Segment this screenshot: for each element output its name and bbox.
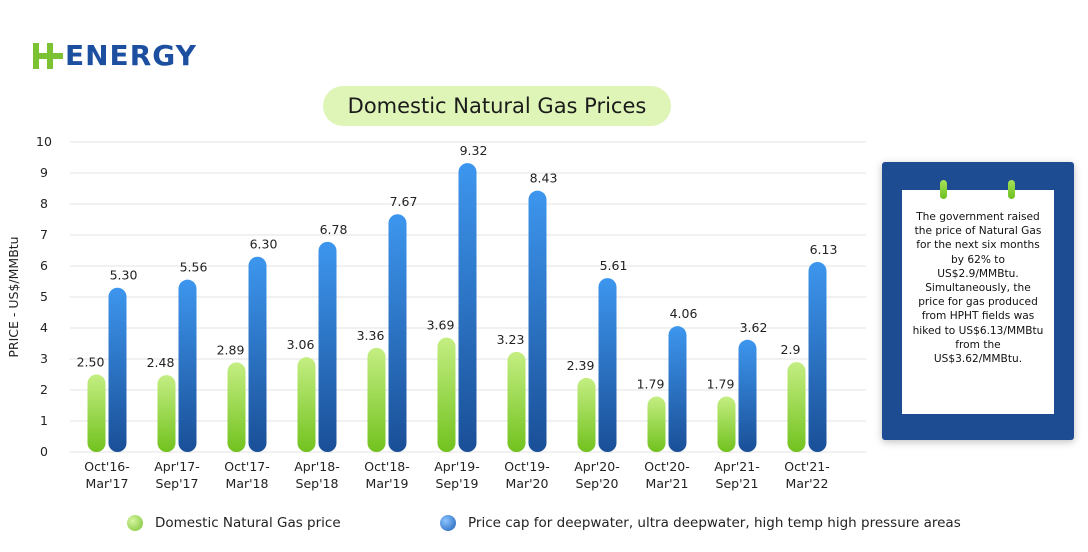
data-label: 1.79 — [637, 377, 665, 392]
data-label: 2.50 — [77, 355, 105, 370]
x-tick-label: Oct'21- — [784, 459, 829, 474]
data-label: 3.06 — [287, 337, 315, 352]
data-label: 6.30 — [250, 237, 278, 252]
y-tick-label: 8 — [40, 196, 48, 211]
y-tick-label: 10 — [36, 134, 52, 149]
y-tick-label: 6 — [40, 258, 48, 273]
data-label: 1.79 — [707, 377, 735, 392]
x-tick-label: Sep'20 — [576, 476, 619, 491]
h-logo-icon — [33, 43, 63, 69]
data-label: 9.32 — [460, 143, 488, 158]
bar-domestic — [437, 337, 456, 452]
bar-price-cap — [458, 163, 477, 452]
logo: ENERGY — [33, 38, 197, 74]
data-labels: 2.50 5.30 2.48 5.56 2.89 6.30 3.06 6.78 3.36 7.67… — [77, 143, 838, 391]
legend-label: Domestic Natural Gas price — [155, 515, 341, 531]
bar-price-cap — [248, 256, 267, 452]
data-label: 3.23 — [497, 332, 525, 347]
y-tick-labels: 0 1 2 3 4 5 6 7 8 9 10 — [36, 134, 52, 459]
y-axis-label: PRICE - US$/MMBtu — [6, 236, 21, 357]
legend-item-price-cap: Price cap for deepwater, ultra deepwater… — [440, 513, 961, 533]
x-tick-label: Oct'18- — [364, 459, 409, 474]
x-tick-label: Mar'22 — [786, 476, 829, 491]
data-label: 3.62 — [740, 320, 768, 335]
x-tick-label: Oct'19- — [504, 459, 549, 474]
x-tick-label: Sep'17 — [156, 476, 199, 491]
data-label: 6.13 — [810, 242, 838, 257]
x-tick-label: Oct'16- — [84, 459, 129, 474]
bar-domestic — [367, 347, 386, 452]
legend-label: Price cap for deepwater, ultra deepwater… — [468, 515, 961, 531]
y-tick-label: 4 — [40, 320, 48, 335]
bar-price-cap — [108, 287, 127, 452]
logo-text: ENERGY — [65, 39, 197, 72]
y-tick-label: 0 — [40, 444, 48, 459]
bar-domestic — [577, 377, 596, 452]
x-tick-label: Apr'17- — [154, 459, 199, 474]
bar-price-cap — [738, 339, 757, 452]
y-tick-label: 3 — [40, 351, 48, 366]
legend-dot-blue-icon — [440, 515, 456, 531]
bar-domestic — [507, 351, 526, 452]
bar-price-cap — [598, 278, 617, 452]
x-tick-label: Apr'20- — [574, 459, 619, 474]
data-label: 5.56 — [180, 260, 208, 275]
legend-item-domestic: Domestic Natural Gas price — [127, 513, 341, 533]
bar-price-cap — [668, 326, 687, 452]
bar-price-cap — [528, 190, 547, 453]
data-label: 2.39 — [567, 358, 595, 373]
data-label: 5.61 — [600, 258, 628, 273]
x-tick-label: Mar'21 — [646, 476, 689, 491]
x-tick-label: Apr'19- — [434, 459, 479, 474]
bar-domestic — [87, 374, 106, 452]
x-tick-label: Mar'17 — [86, 476, 129, 491]
bar-domestic — [157, 375, 176, 452]
y-tick-label: 9 — [40, 165, 48, 180]
data-label: 4.06 — [670, 306, 698, 321]
binder-ring-icon — [940, 180, 947, 199]
x-tick-label: Apr'18- — [294, 459, 339, 474]
data-label: 3.69 — [427, 318, 455, 333]
data-label: 7.67 — [390, 194, 418, 209]
chart-title: Domestic Natural Gas Prices — [347, 94, 647, 118]
bar-domestic — [787, 362, 806, 452]
data-label: 3.36 — [357, 328, 385, 343]
data-label: 2.89 — [217, 342, 245, 357]
y-tick-label: 7 — [40, 227, 48, 242]
note-panel: The government raised the price of Natur… — [882, 162, 1074, 440]
y-tick-label: 1 — [40, 413, 48, 428]
bar-price-cap — [178, 279, 197, 452]
x-tick-label: Oct'17- — [224, 459, 269, 474]
x-tick-label: Oct'20- — [644, 459, 689, 474]
x-tick-label: Mar'18 — [226, 476, 269, 491]
x-tick-label: Sep'19 — [436, 476, 479, 491]
bar-domestic — [647, 396, 666, 452]
data-label: 2.48 — [147, 355, 175, 370]
legend-dot-green-icon — [127, 515, 143, 531]
note-text: The government raised the price of Natur… — [912, 211, 1044, 366]
y-tick-label: 2 — [40, 382, 48, 397]
x-tick-label: Sep'21 — [716, 476, 759, 491]
x-tick-label: Mar'19 — [366, 476, 409, 491]
bar-domestic — [717, 396, 736, 452]
data-label: 5.30 — [110, 268, 138, 283]
note-paper: The government raised the price of Natur… — [902, 180, 1054, 414]
bar-domestic — [297, 357, 316, 452]
data-label: 2.9 — [781, 342, 801, 357]
binder-ring-icon — [1008, 180, 1015, 199]
bars — [87, 163, 827, 453]
data-label: 8.43 — [530, 171, 558, 186]
data-label: 6.78 — [320, 222, 348, 237]
x-tick-label: Sep'18 — [296, 476, 339, 491]
x-tick-label: Mar'20 — [506, 476, 549, 491]
bar-price-cap — [388, 214, 407, 452]
chart-title-pill: Domestic Natural Gas Prices — [323, 86, 671, 126]
bar-price-cap — [808, 261, 827, 452]
bar-domestic — [227, 362, 246, 452]
y-tick-label: 5 — [40, 289, 48, 304]
x-tick-labels: Oct'16- Mar'17 Apr'17- Sep'17 Oct'17- Mar'18 A… — [84, 459, 829, 491]
x-tick-label: Apr'21- — [714, 459, 759, 474]
bar-price-cap — [318, 241, 337, 452]
